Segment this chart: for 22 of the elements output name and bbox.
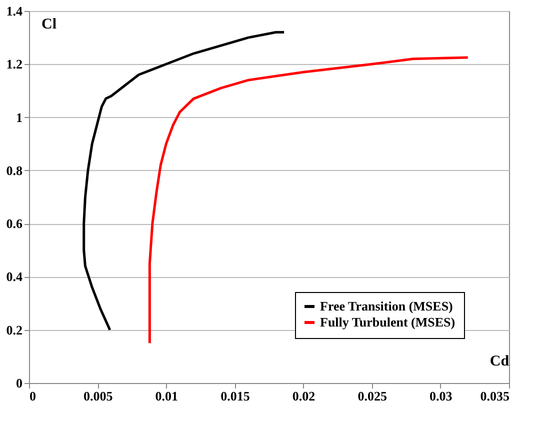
y-tick-label: 0.2 [6, 322, 22, 338]
y-tick-label: 0.4 [6, 269, 23, 284]
x-tick-label: 0.025 [358, 388, 388, 404]
y-tick-label: 1 [16, 110, 22, 125]
y-tick-label: 0 [16, 376, 22, 390]
x-axis-title: Cd [490, 354, 510, 370]
x-tick-label: 0.01 [155, 388, 178, 404]
x-tick-label: 0.02 [292, 388, 316, 404]
y-axis-title: Cl [42, 16, 56, 32]
y-tick-label: 0.8 [6, 162, 23, 178]
legend-label: Fully Turbulent (MSES) [320, 314, 456, 330]
x-tick-label: 0.005 [83, 388, 114, 404]
line-series [82, 31, 286, 332]
y-tick-label: 1.2 [6, 56, 22, 72]
line-series [148, 56, 470, 344]
x-tick-label: 0 [30, 388, 36, 404]
y-tick-label: 0.6 [6, 216, 23, 232]
x-tick-label: 0.035 [480, 388, 510, 404]
legend-label: Free Transition (MSES) [320, 298, 453, 314]
y-tick-label: 1.4 [6, 4, 23, 18]
x-tick-label: 0.015 [220, 388, 250, 404]
x-tick-label: 0.03 [430, 388, 453, 404]
